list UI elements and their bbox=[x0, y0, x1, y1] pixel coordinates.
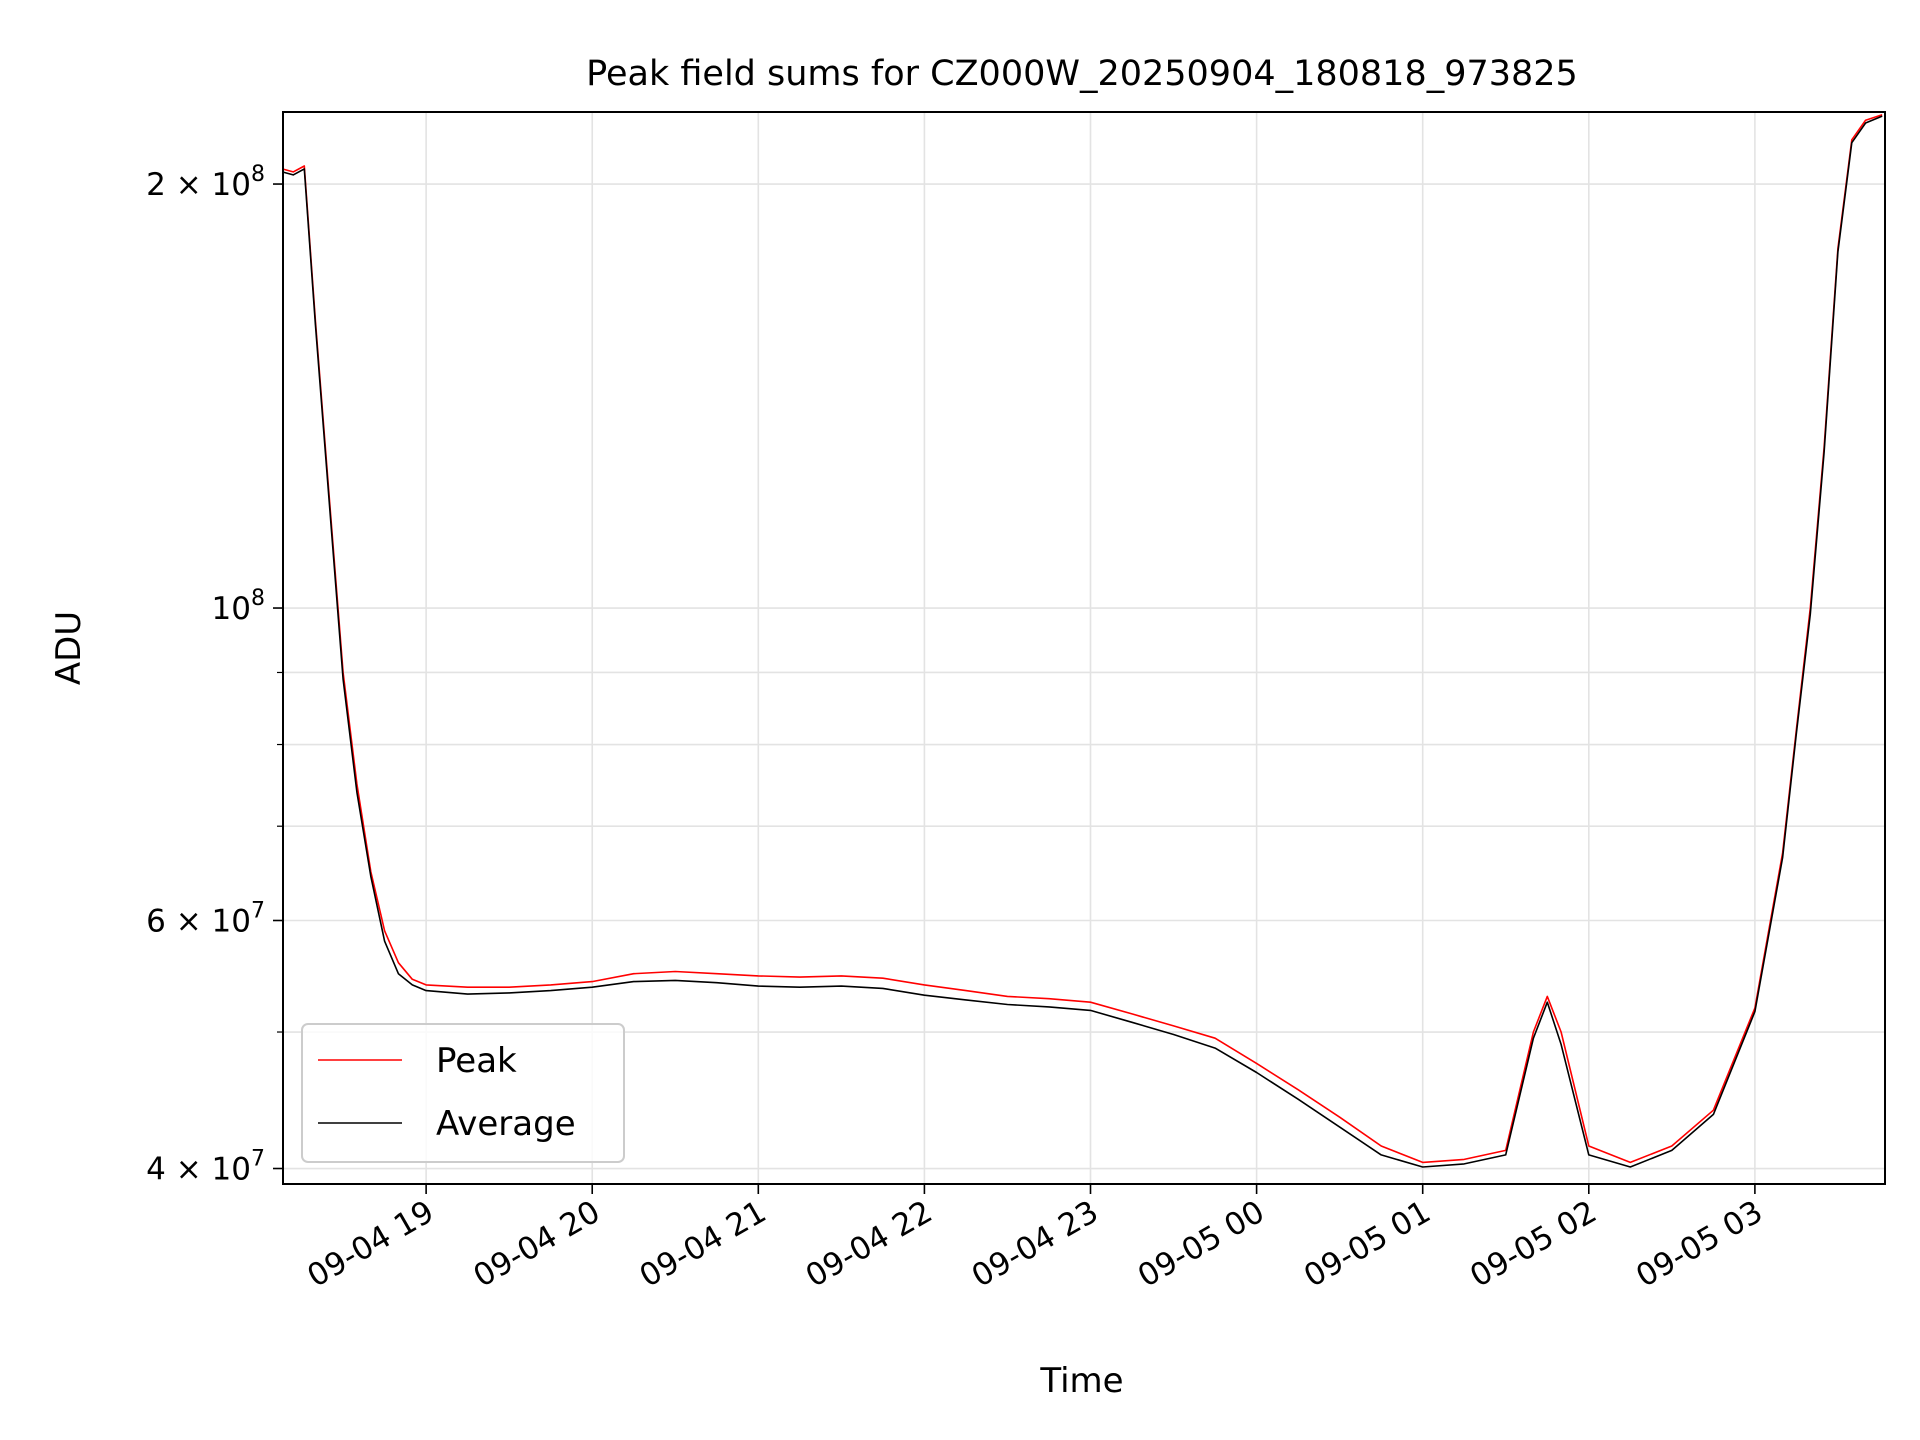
plot-frame bbox=[282, 111, 1886, 1185]
chart-title: Peak field sums for CZ000W_20250904_1808… bbox=[586, 54, 1578, 94]
series-layer bbox=[281, 113, 1883, 1168]
series-line-average bbox=[281, 115, 1883, 1168]
y-tick-label: 108 bbox=[212, 586, 265, 627]
y-tick-label: 4 × 107 bbox=[146, 1147, 265, 1188]
grid bbox=[283, 112, 1885, 1184]
legend-label-average: Average bbox=[436, 1104, 576, 1144]
y-tick-label: 6 × 107 bbox=[146, 898, 265, 939]
legend-box bbox=[301, 1023, 625, 1163]
y-tick-label: 2 × 108 bbox=[146, 162, 265, 203]
legend-label-peak: Peak bbox=[436, 1041, 517, 1081]
y-axis-label: ADU bbox=[49, 611, 89, 685]
x-axis-label: Time bbox=[1039, 1361, 1123, 1401]
series-line-peak bbox=[281, 113, 1883, 1164]
legend: Peak Average bbox=[301, 1023, 625, 1163]
